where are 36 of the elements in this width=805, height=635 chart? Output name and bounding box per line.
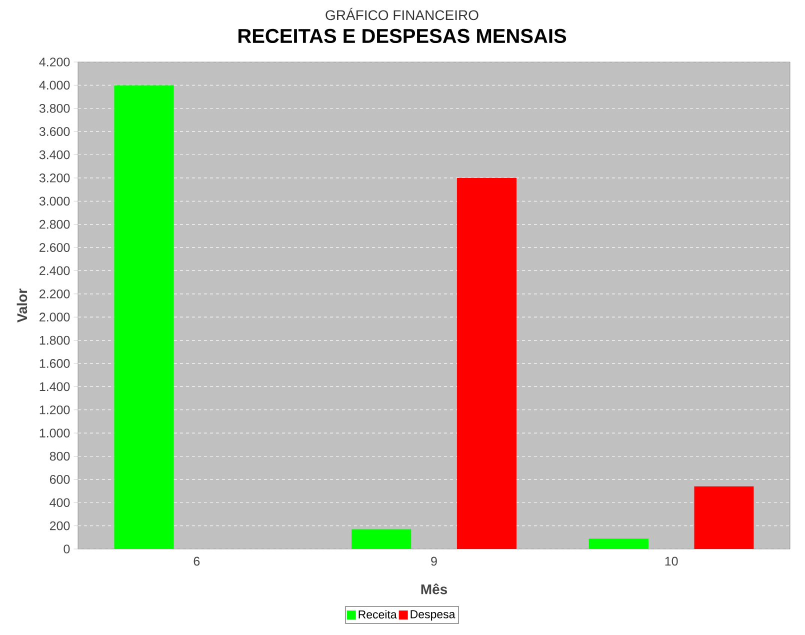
y-tick-label: 1.200 (40, 405, 70, 414)
y-tick-label: 1.600 (40, 359, 70, 368)
y-tick-label: 3.600 (39, 127, 70, 136)
y-tick-label: 1.400 (40, 382, 70, 392)
y-tick-label: 600 (50, 475, 70, 484)
legend-label: Despesa (410, 610, 456, 621)
y-tick-label: 3.000 (39, 196, 70, 206)
y-tick-label: 0 (64, 544, 70, 554)
bar (456, 178, 516, 549)
x-tick-label: 10 (665, 556, 678, 566)
y-tick-label: 1.000 (40, 428, 70, 438)
x-tick-label: 6 (194, 556, 200, 566)
y-tick-label: 3.400 (39, 150, 70, 160)
y-tick-label: 1.800 (40, 336, 70, 345)
y-axis-title: Valor (16, 288, 28, 323)
bar (588, 538, 648, 549)
y-tick-label: 4.000 (39, 80, 70, 90)
legend-label: Receita (358, 610, 397, 619)
y-tick-label: 4.200 (39, 58, 70, 66)
y-tick-label: 800 (50, 452, 70, 461)
y-tick-label: 200 (50, 521, 70, 530)
y-tick-label: 2.600 (40, 243, 70, 252)
x-tick-label: 9 (431, 556, 437, 566)
y-tick-label: 400 (50, 498, 70, 508)
y-tick-label: 3.200 (39, 174, 70, 182)
y-tick-label: 2.800 (40, 220, 70, 229)
chart-title: RECEITAS E DESPESAS MENSAIS (238, 28, 566, 44)
bar (694, 486, 754, 549)
bar (352, 529, 412, 549)
y-tick-label: 3.800 (39, 104, 70, 113)
y-tick-label: 2.400 (40, 266, 70, 276)
y-tick-label: 2.200 (40, 289, 70, 298)
y-tick-label: 2.000 (40, 312, 70, 322)
x-axis-title: Mês (421, 584, 448, 594)
bar (114, 85, 174, 549)
text: GRÁFICO FINANCEIRO (326, 8, 478, 20)
